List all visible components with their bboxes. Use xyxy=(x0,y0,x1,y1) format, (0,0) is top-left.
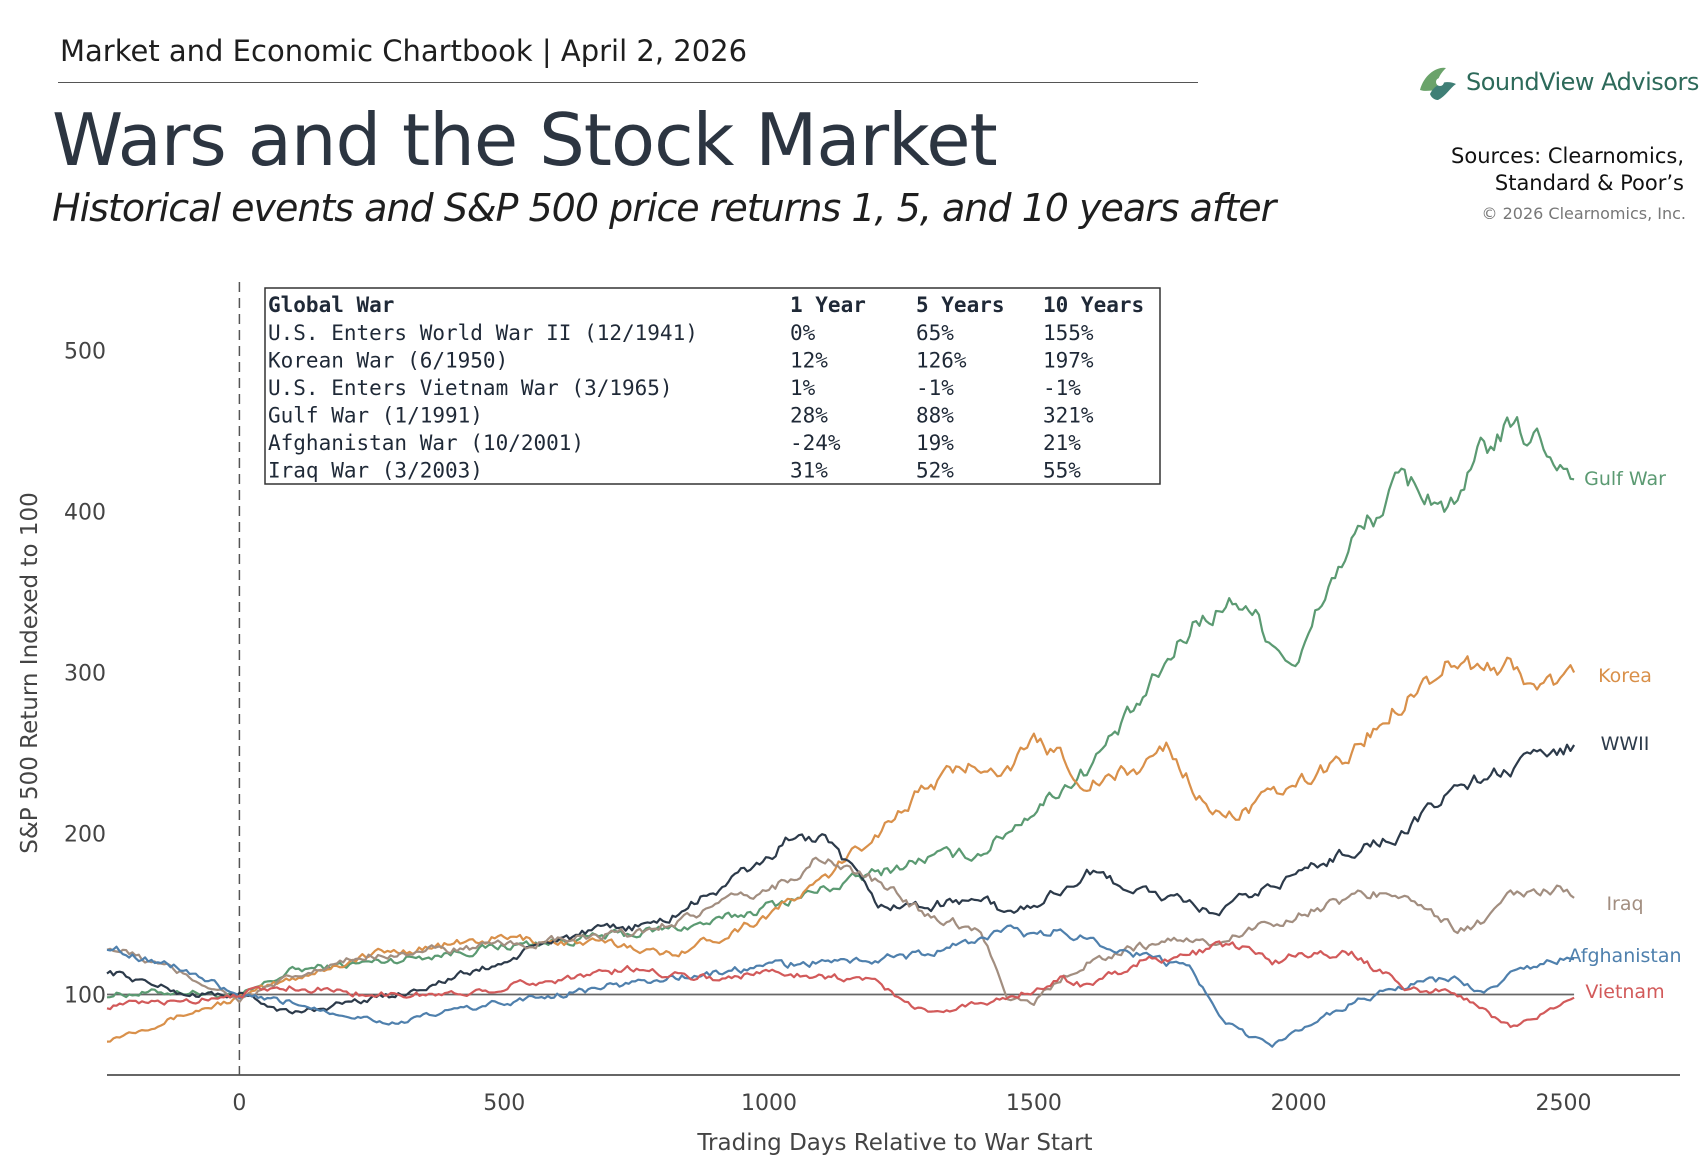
series-label-vietnam: Vietnam xyxy=(1585,981,1664,1003)
table-header-cell: 5 Years xyxy=(916,293,1005,317)
header-divider xyxy=(58,82,1198,83)
axes-layer: 0 500 1000 1500 2000 2500 100 200 300 400 500 Tradi… xyxy=(17,282,1680,1156)
returns-table-border xyxy=(264,287,1161,485)
table-return-value: 52% xyxy=(916,459,954,483)
series-label-gulf: Gulf War xyxy=(1584,468,1666,490)
y-tick-label: 500 xyxy=(64,340,106,365)
table-return-value: 31% xyxy=(790,459,828,483)
sources-note: Sources: Clearnomics, Standard & Poor’s xyxy=(1451,143,1684,197)
brand-logo: SoundView Advisors xyxy=(1416,58,1699,106)
series-layer: Gulf War Korea WWII Iraq Afghanistan Vietnam xyxy=(106,416,1682,1048)
table-war-name: U.S. Enters World War II (12/1941) xyxy=(268,321,698,345)
series-line-afghanistan xyxy=(106,924,1575,1048)
y-tick-label: 200 xyxy=(64,823,106,848)
chartbook-header: Market and Economic Chartbook | April 2,… xyxy=(60,34,748,68)
table-return-value: 28% xyxy=(790,404,828,428)
series-line-gulf xyxy=(106,416,1575,999)
table-return-value: 19% xyxy=(916,431,954,455)
x-tick-label: 0 xyxy=(232,1091,246,1116)
sources-line-2: Standard & Poor’s xyxy=(1494,171,1684,195)
table-war-name: Afghanistan War (10/2001) xyxy=(268,431,584,455)
table-return-value: 197% xyxy=(1043,349,1094,373)
series-line-iraq xyxy=(106,856,1575,1006)
table-return-value: 1% xyxy=(790,376,816,400)
series-label-wwii: WWII xyxy=(1601,733,1650,755)
table-header-cell: Global War xyxy=(268,293,394,317)
y-axis-title: S&P 500 Return Indexed to 100 xyxy=(17,492,43,854)
chartbook-name: Market and Economic Chartbook xyxy=(60,34,533,68)
table-war-name: Gulf War (1/1991) xyxy=(268,404,483,428)
logo-leaf-icon xyxy=(1420,67,1456,100)
chartbook-date: April 2, 2026 xyxy=(560,34,748,68)
x-tick-label: 2000 xyxy=(1271,1091,1327,1116)
x-tick-label: 2500 xyxy=(1535,1091,1591,1116)
page-title: Wars and the Stock Market xyxy=(52,98,998,182)
sources-line-1: Sources: Clearnomics, xyxy=(1451,144,1684,168)
series-line-korea xyxy=(106,655,1576,1043)
returns-table: Global War 1 Year 5 Years 10 Years U.S. Ente… xyxy=(264,287,1161,485)
table-return-value: 88% xyxy=(916,404,954,428)
series-label-iraq: Iraq xyxy=(1606,893,1643,915)
y-tick-label: 300 xyxy=(64,662,106,687)
table-war-name: U.S. Enters Vietnam War (3/1965) xyxy=(268,376,673,400)
y-tick-label: 400 xyxy=(64,501,106,526)
copyright-note: © 2026 Clearnomics, Inc. xyxy=(1481,204,1686,223)
table-return-value: -1% xyxy=(1043,376,1081,400)
series-line-vietnam xyxy=(106,940,1575,1029)
table-return-value: 155% xyxy=(1043,321,1094,345)
x-tick-label: 1000 xyxy=(741,1091,797,1116)
table-return-value: -1% xyxy=(916,376,954,400)
y-tick-label: 100 xyxy=(64,984,106,1009)
table-return-value: 0% xyxy=(790,321,816,345)
table-war-name: Korean War (6/1950) xyxy=(268,349,508,373)
table-return-value: 321% xyxy=(1043,404,1094,428)
x-tick-label: 1500 xyxy=(1006,1091,1062,1116)
brand-name: SoundView Advisors xyxy=(1466,68,1699,96)
table-return-value: 21% xyxy=(1043,431,1081,455)
series-line-wwii xyxy=(106,743,1576,1015)
table-war-name: Iraq War (3/2003) xyxy=(268,459,483,483)
x-tick-label: 500 xyxy=(483,1091,525,1116)
page-subtitle: Historical events and S&P 500 price retu… xyxy=(52,186,1276,230)
x-axis-title: Trading Days Relative to War Start xyxy=(696,1130,1092,1156)
table-return-value: -24% xyxy=(790,431,841,455)
table-return-value: 12% xyxy=(790,349,828,373)
series-label-korea: Korea xyxy=(1598,665,1652,687)
table-return-value: 65% xyxy=(916,321,954,345)
table-header-cell: 10 Years xyxy=(1043,293,1144,317)
table-header-cell: 1 Year xyxy=(790,293,866,317)
series-label-afghanistan: Afghanistan xyxy=(1568,945,1681,967)
table-return-value: 55% xyxy=(1043,459,1081,483)
table-return-value: 126% xyxy=(916,349,967,373)
